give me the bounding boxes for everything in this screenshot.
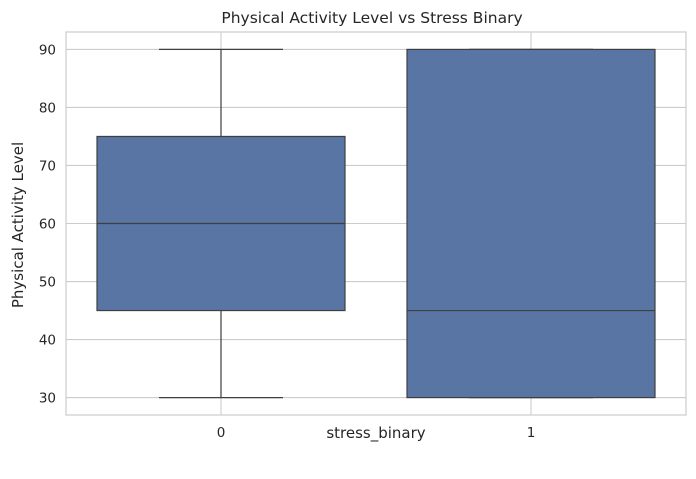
x-tick-label: 0: [217, 425, 226, 441]
y-tick-label: 30: [39, 391, 56, 407]
y-tick-labels: 30 40 50 60 70 80 90: [39, 42, 56, 406]
x-axis-label: stress_binary: [326, 424, 425, 443]
y-axis-label: Physical Activity Level: [9, 142, 27, 308]
box-layer: [96, 48, 656, 399]
box-0: [96, 48, 346, 399]
plot-frame: [65, 31, 687, 416]
box-1: [406, 48, 656, 399]
x-tick-label: 1: [527, 425, 536, 441]
box-body: [406, 48, 656, 399]
chart-title: Physical Activity Level vs Stress Binary: [221, 9, 522, 27]
y-tick-label: 70: [39, 158, 56, 174]
y-tick-label: 60: [39, 217, 56, 233]
y-tick-label: 40: [39, 333, 56, 349]
y-tick-label: 80: [39, 100, 56, 116]
y-tick-label: 90: [39, 42, 56, 58]
y-tick-label: 50: [39, 275, 56, 291]
